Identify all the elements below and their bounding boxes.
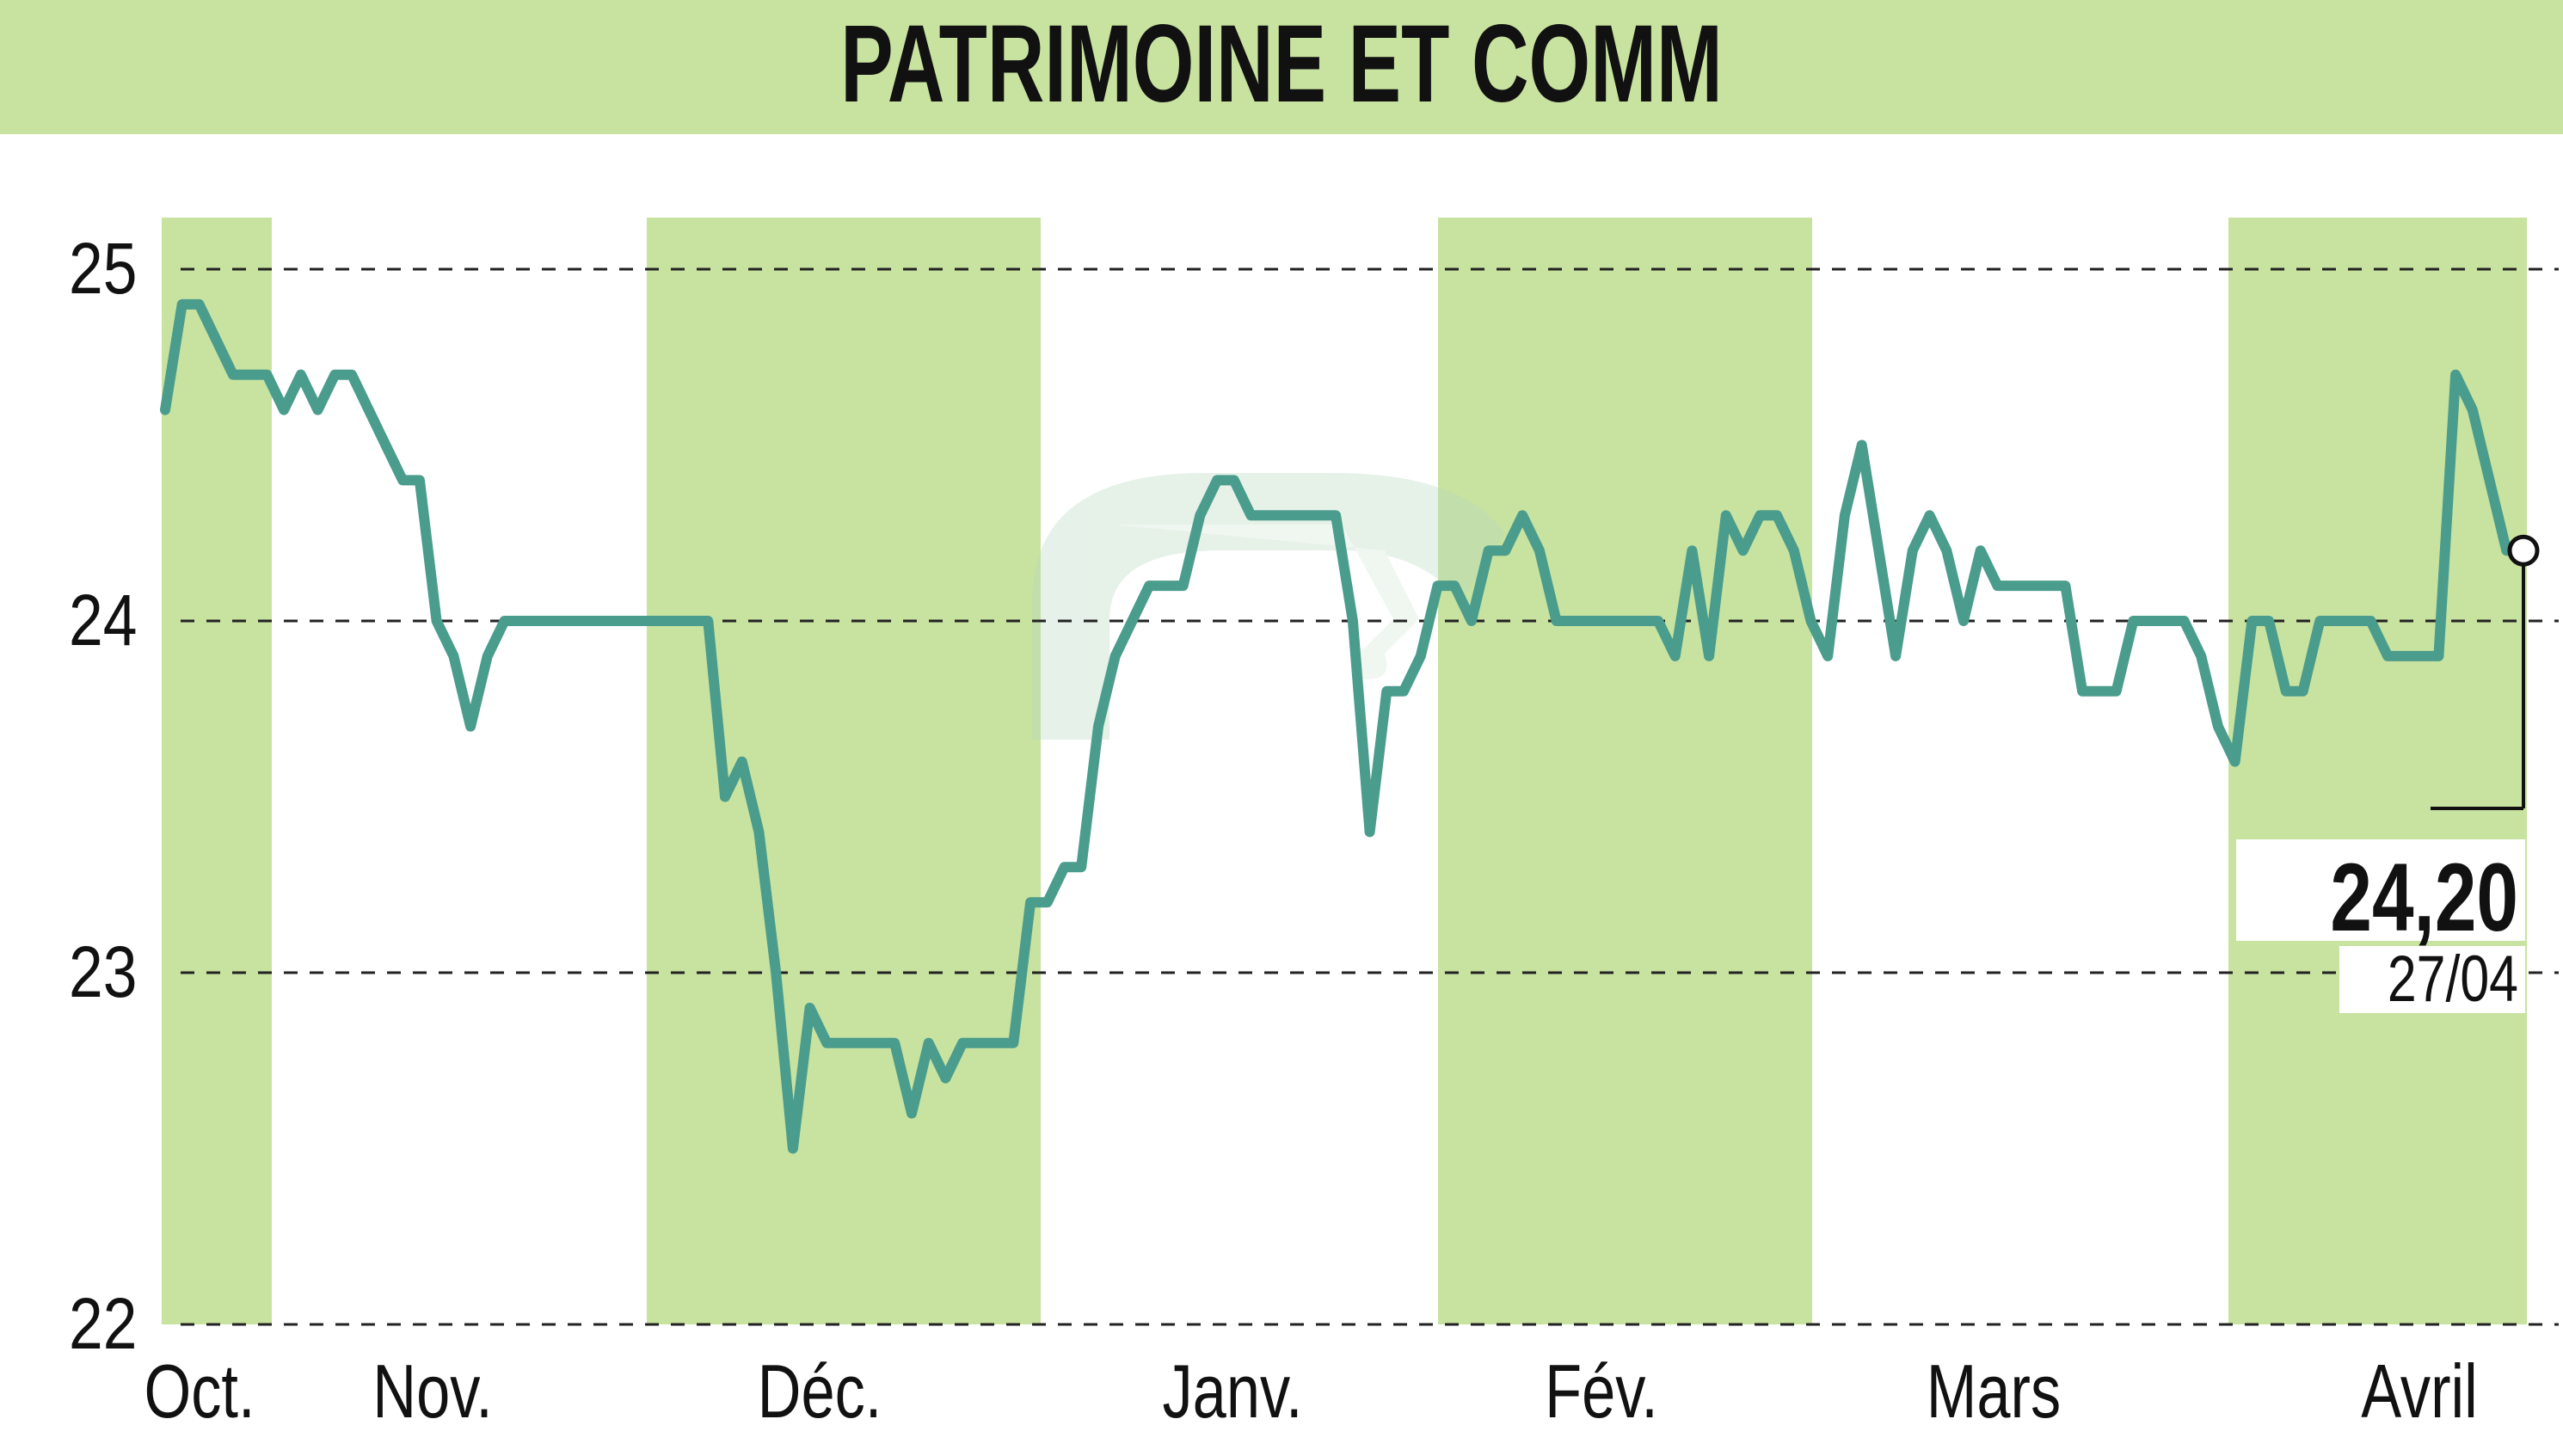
price-line (160, 298, 2529, 1154)
x-tick-label: Mars (1927, 1348, 2061, 1433)
x-tick-label: Janv. (1162, 1348, 1302, 1433)
x-tick-label: Déc. (758, 1348, 882, 1433)
month-band-2 (647, 218, 1041, 1324)
month-bands (162, 218, 2527, 1324)
last-value-callout: 24,20 27/04 (2236, 550, 2525, 1016)
y-tick-label: 25 (69, 227, 137, 309)
x-tick-label: Nov. (372, 1348, 493, 1433)
last-value-box (2236, 839, 2525, 941)
y-axis: 25 24 23 22 (69, 227, 137, 1364)
month-band-0 (162, 218, 272, 1324)
month-band-4 (1438, 218, 1812, 1324)
x-tick-label: Avril (2361, 1348, 2478, 1433)
x-axis: Oct. Nov. Déc. Janv. Fév. Mars Avril (144, 1348, 2477, 1433)
month-band-6 (2228, 218, 2527, 1324)
last-value-label: 24,20 (2330, 845, 2518, 952)
last-date-box (2339, 946, 2525, 1013)
x-tick-label: Fév. (1545, 1348, 1658, 1433)
chart-title: PATRIMOINE ET COMM (840, 2, 1723, 125)
y-tick-label: 23 (69, 931, 137, 1012)
x-tick-label: Oct. (144, 1348, 255, 1433)
y-tick-label: 24 (69, 579, 137, 660)
watermark-logo (1032, 473, 1505, 740)
title-banner (0, 0, 2563, 134)
y-tick-label: 22 (69, 1282, 137, 1364)
last-date-label: 27/04 (2388, 943, 2518, 1016)
price-series (160, 298, 2529, 1154)
last-point-marker (2507, 534, 2540, 567)
